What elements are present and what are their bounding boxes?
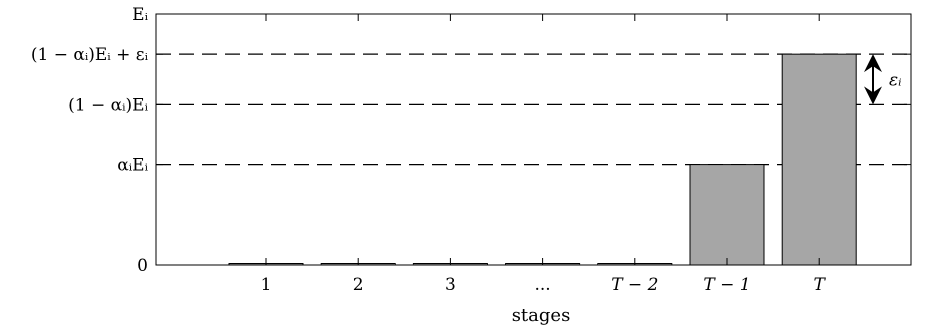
annotation-arrowhead-up [864,54,882,73]
x-tick-label-1: 1 [261,275,272,295]
x-tick-label-7: T [814,275,827,295]
x-tick-label-2: 2 [353,275,364,295]
x-axis-label: stages [512,305,571,326]
y-tick-labels: 0 αᵢEᵢ (1 − αᵢ)Eᵢ (1 − αᵢ)Eᵢ + εᵢ Eᵢ [31,5,149,276]
y-tick-label-5: Eᵢ [132,5,148,25]
axis-ticks [156,13,911,266]
y-tick-label-3: (1 − αᵢ)Eᵢ [68,95,148,115]
plot-area-frame [155,13,912,266]
x-tick-labels: 1 2 3... T − 2 T − 1 T [261,275,827,295]
x-tick-label-6: T − 1 [703,275,750,295]
y-tick-label-1: 0 [137,256,148,276]
bar-7 [781,53,857,266]
x-tick-label-5: T − 2 [611,275,658,295]
y-tick-label-4: (1 − αᵢ)Eᵢ + εᵢ [31,45,149,65]
x-tick-label-3: 3 [445,275,456,295]
annotation-label: εᵢ [889,70,902,90]
y-tick-label-2: αᵢEᵢ [117,156,148,176]
epsilon-annotation: εᵢ [864,54,902,105]
bars [228,53,857,266]
annotation-arrowhead-down [864,86,882,105]
x-tick-label-4: ... [534,275,550,295]
bar-6 [689,164,765,266]
